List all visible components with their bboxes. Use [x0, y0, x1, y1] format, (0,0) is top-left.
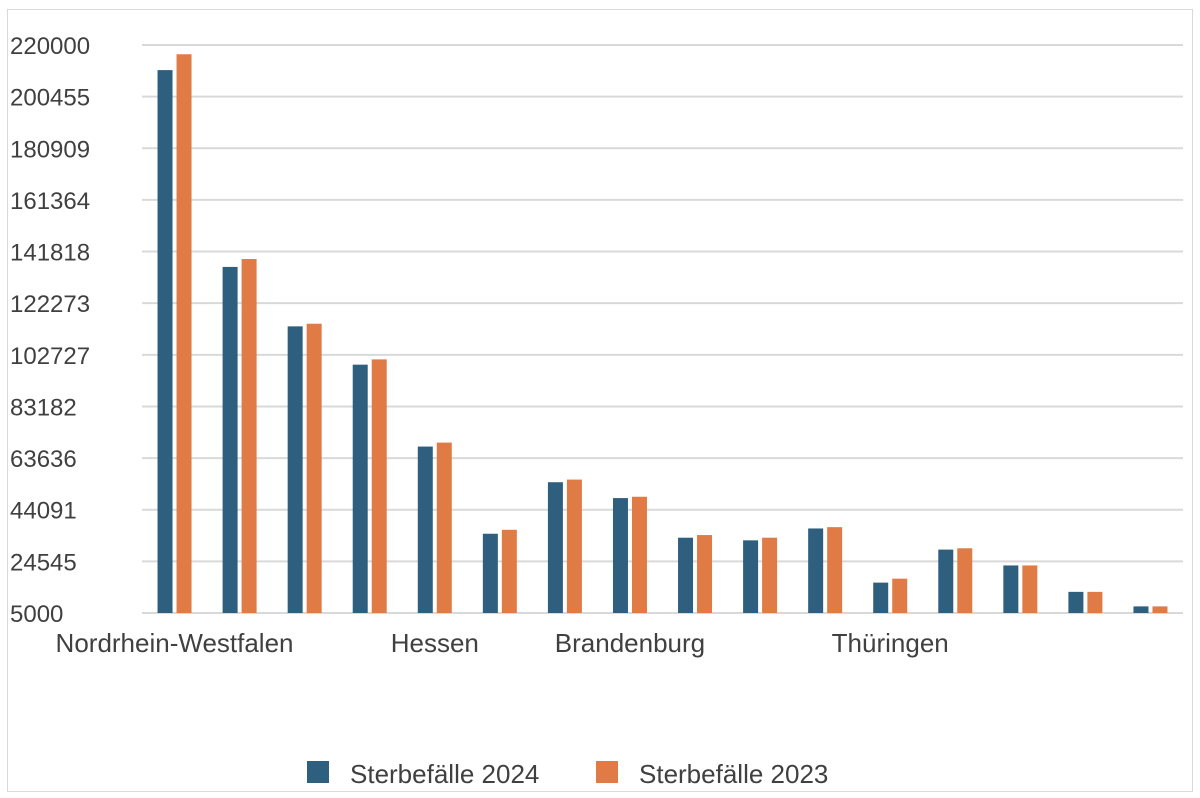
- bar-2023: [1152, 606, 1168, 613]
- bar-2023: [631, 496, 647, 613]
- bar-2023: [1087, 591, 1103, 613]
- y-tick-label: 141818: [10, 240, 90, 267]
- y-tick-label: 200455: [10, 85, 90, 112]
- bar-2024: [157, 70, 173, 614]
- bar-2024: [547, 482, 563, 613]
- y-tick-label: 44091: [10, 498, 77, 525]
- y-tick-label: 220000: [10, 33, 90, 60]
- bar-2024: [1003, 565, 1019, 613]
- bar-2024: [678, 537, 694, 613]
- bar-2023: [176, 54, 192, 613]
- bar-2023: [957, 548, 973, 613]
- bar-2024: [612, 498, 628, 613]
- bar-2024: [417, 446, 433, 613]
- bar-2023: [892, 578, 908, 613]
- legend: Sterbefälle 2024 Sterbefälle 2023: [307, 759, 828, 789]
- bar-2024: [287, 326, 303, 613]
- legend-swatch: [596, 761, 618, 783]
- legend-label: Sterbefälle 2023: [639, 759, 828, 789]
- y-tick-label: 122273: [10, 291, 90, 318]
- bars: [157, 54, 1168, 614]
- bar-2024: [352, 364, 368, 613]
- bar-2023: [306, 323, 322, 613]
- bar-2023: [827, 527, 843, 613]
- bar-2024: [873, 582, 889, 613]
- bar-2024: [482, 533, 498, 613]
- y-tick-label: 63636: [10, 446, 77, 473]
- bar-2024: [1133, 606, 1149, 613]
- y-tick-label: 24545: [10, 549, 77, 576]
- y-tick-label: 5000: [10, 601, 63, 628]
- legend-label: Sterbefälle 2024: [350, 759, 539, 789]
- bar-2023: [501, 529, 517, 613]
- x-category-label: Hessen: [391, 628, 479, 658]
- bar-2023: [371, 359, 387, 613]
- bar-2024: [743, 540, 759, 613]
- x-category-label: Nordrhein-Westfalen: [56, 628, 294, 658]
- bar-2023: [436, 442, 452, 613]
- bar-2024: [222, 266, 238, 613]
- bar-2023: [1022, 565, 1038, 613]
- bar-2024: [938, 549, 954, 613]
- bar-2023: [762, 537, 778, 613]
- legend-swatch: [307, 761, 329, 783]
- x-category-label: Brandenburg: [555, 628, 705, 658]
- bar-2024: [808, 528, 824, 613]
- bar-2023: [697, 535, 713, 613]
- chart-frame: [7, 9, 1193, 792]
- y-tick-label: 161364: [10, 188, 90, 215]
- y-tick-label: 83182: [10, 394, 77, 421]
- y-tick-label: 102727: [10, 343, 90, 370]
- bar-2023: [241, 258, 257, 613]
- bar-2024: [1068, 591, 1084, 613]
- y-tick-label: 180909: [10, 136, 90, 163]
- x-category-label: Thüringen: [832, 628, 949, 658]
- bar-2023: [566, 479, 582, 613]
- x-axis-labels: Nordrhein-Westfalen Hessen Brandenburg Thür…: [56, 628, 949, 658]
- y-axis-ticks: 220000 200455 180909 161364 141818 122273 1027…: [10, 33, 90, 628]
